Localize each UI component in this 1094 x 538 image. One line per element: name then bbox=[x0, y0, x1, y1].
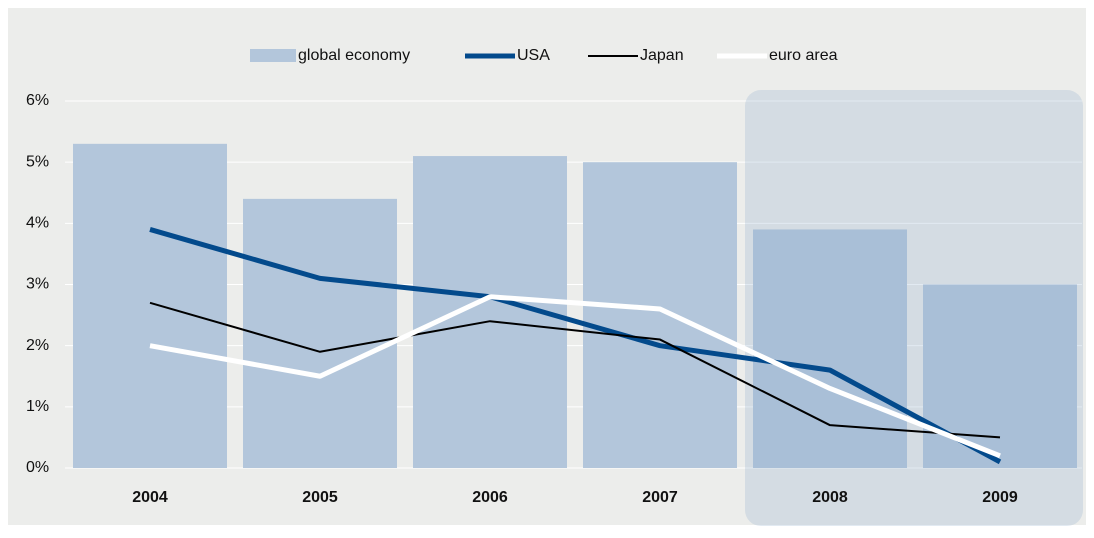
highlight bbox=[745, 90, 1083, 526]
legend-label: Japan bbox=[640, 47, 684, 64]
line bbox=[149, 301, 1001, 439]
x-tick-label: 2006 bbox=[472, 489, 508, 506]
y-tick-label: 0% bbox=[26, 459, 49, 476]
y-tick-label: 2% bbox=[26, 337, 49, 354]
x-tick-label: 2007 bbox=[642, 489, 678, 506]
legend-swatch bbox=[250, 49, 296, 62]
line bbox=[149, 294, 1001, 459]
legend-label: global economy bbox=[298, 47, 410, 64]
legend-label: euro area bbox=[769, 47, 838, 64]
grid bbox=[65, 100, 1082, 469]
y-tick-label: 6% bbox=[26, 92, 49, 109]
bar bbox=[73, 143, 227, 469]
y-tick-label: 1% bbox=[26, 398, 49, 415]
labels: 0% 1% 2% 3% 4% 5% 6% 2004 2005 2006 2007 2008 2009 gl… bbox=[26, 47, 1018, 506]
bar bbox=[583, 162, 737, 468]
legend-label: USA bbox=[517, 47, 550, 64]
lines bbox=[149, 227, 1002, 465]
bar bbox=[243, 198, 397, 468]
x-tick-label: 2008 bbox=[812, 489, 848, 506]
x-tick-label: 2009 bbox=[982, 489, 1018, 506]
x-tick-label: 2004 bbox=[132, 489, 168, 506]
bars bbox=[73, 143, 1077, 469]
line bbox=[149, 227, 1002, 465]
y-tick-label: 4% bbox=[26, 215, 49, 232]
x-tick-label: 2005 bbox=[302, 489, 338, 506]
y-tick-label: 3% bbox=[26, 276, 49, 293]
y-tick-label: 5% bbox=[26, 153, 49, 170]
